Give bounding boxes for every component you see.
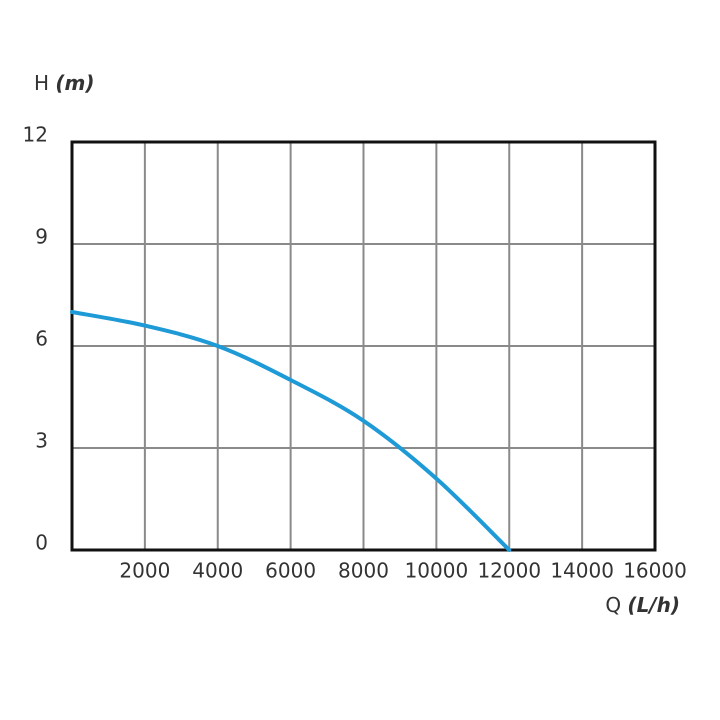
plot-frame bbox=[70, 140, 657, 552]
x-tick-label: 14000 bbox=[550, 559, 614, 583]
y-tick-label: 6 bbox=[35, 327, 48, 351]
x-tick-label: 10000 bbox=[405, 559, 469, 583]
x-label: Q bbox=[605, 593, 621, 617]
curve bbox=[70, 310, 512, 552]
y-tick-label: 0 bbox=[35, 531, 48, 555]
y-tick-label: 3 bbox=[35, 429, 48, 453]
x-tick-label: 8000 bbox=[338, 559, 389, 583]
y-tick-label: 9 bbox=[35, 225, 48, 249]
x-unit: (L/h) bbox=[627, 593, 680, 617]
x-axis-label: Q (L/h) bbox=[605, 593, 680, 617]
y-axis-label: H (m) bbox=[34, 71, 95, 95]
x-tick-label: 6000 bbox=[265, 559, 316, 583]
y-label: H bbox=[34, 71, 49, 95]
x-tick-label: 2000 bbox=[119, 559, 170, 583]
x-tick-label: 12000 bbox=[477, 559, 541, 583]
x-tick-label: 16000 bbox=[623, 559, 687, 583]
x-tick-label: 4000 bbox=[192, 559, 243, 583]
y-unit: (m) bbox=[55, 71, 94, 95]
y-tick-label: 12 bbox=[23, 123, 48, 147]
